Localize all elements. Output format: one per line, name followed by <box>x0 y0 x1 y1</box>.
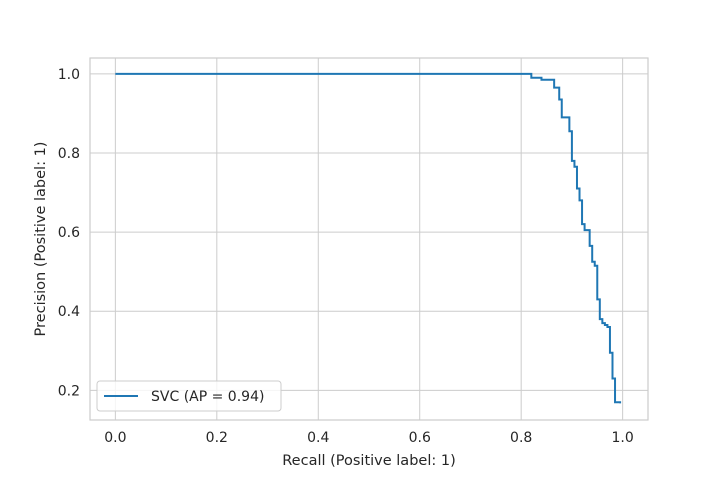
y-tick-label: 1.0 <box>58 67 80 83</box>
y-axis-label: Precision (Positive label: 1) <box>33 142 49 337</box>
x-tick-label: 1.0 <box>612 430 634 446</box>
legend-box <box>96 380 282 412</box>
x-tick-label: 0.8 <box>510 430 532 446</box>
y-tick-label: 0.8 <box>58 146 80 162</box>
series-layer <box>115 72 622 404</box>
y-tick-label: 0.6 <box>58 225 80 241</box>
x-tick-labels: 0.0 0.2 0.4 0.6 0.8 1.0 <box>104 430 634 446</box>
x-axis-label: Recall (Positive label: 1) <box>282 453 455 469</box>
x-tick-label: 0.2 <box>206 430 228 446</box>
x-tick-label: 0.0 <box>104 430 126 446</box>
y-tick-label: 0.2 <box>58 383 80 399</box>
y-tick-labels: 0.2 0.4 0.6 0.8 1.0 <box>58 67 80 400</box>
x-tick-label: 0.4 <box>307 430 329 446</box>
legend: SVC (AP = 0.94) <box>96 380 282 412</box>
x-tick-label: 0.6 <box>409 430 431 446</box>
x-gridlines <box>114 58 624 420</box>
legend-label-svc: SVC (AP = 0.94) <box>151 389 264 405</box>
plot-frame <box>89 57 649 421</box>
series-line-svc <box>115 72 622 404</box>
plot-area <box>90 58 648 420</box>
y-tick-label: 0.4 <box>58 304 80 320</box>
